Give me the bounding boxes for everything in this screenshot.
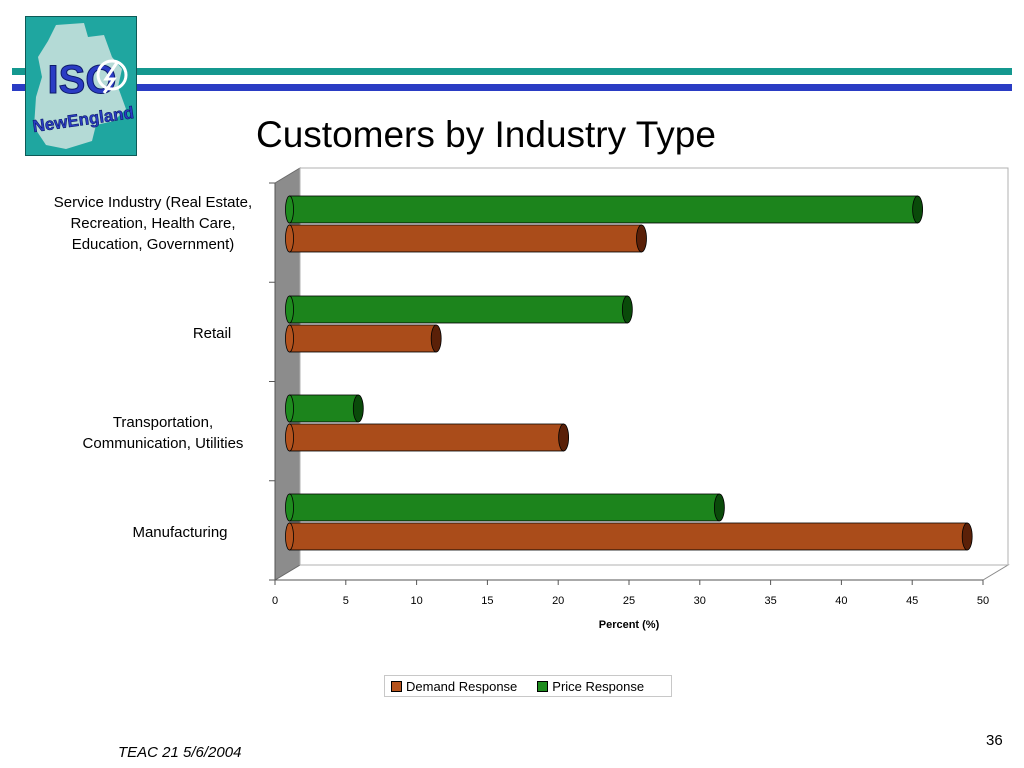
bar-body bbox=[289, 224, 642, 253]
bar-end-cap bbox=[621, 295, 633, 324]
bar-demand-1 bbox=[285, 324, 442, 353]
legend-label-demand: Demand Response bbox=[406, 678, 518, 694]
legend-swatch-price bbox=[537, 680, 549, 692]
x-tick-label: 25 bbox=[623, 595, 635, 607]
legend-item-price-response: Price Response bbox=[537, 679, 644, 694]
category-label: Transportation, Communication, Utilities bbox=[82, 414, 244, 452]
x-tick-label: 0 bbox=[272, 595, 278, 607]
bar-price-1 bbox=[285, 295, 633, 324]
footer-text: TEAC 21 5/6/2004 bbox=[118, 744, 242, 761]
bar-start-cap bbox=[285, 195, 294, 224]
teal-header-rule bbox=[12, 68, 1012, 75]
x-tick-label: 15 bbox=[481, 595, 493, 607]
bar-body bbox=[289, 522, 968, 551]
bar-price-0 bbox=[285, 195, 924, 224]
x-tick-label: 35 bbox=[764, 595, 776, 607]
bar-end-cap bbox=[430, 324, 442, 353]
x-tick-label: 40 bbox=[835, 595, 847, 607]
bar-start-cap bbox=[285, 522, 294, 551]
x-tick-label: 5 bbox=[343, 595, 349, 607]
x-tick-label: 20 bbox=[552, 595, 564, 607]
bar-price-2 bbox=[285, 394, 364, 423]
bar-body bbox=[289, 423, 565, 452]
bar-start-cap bbox=[285, 493, 294, 522]
bar-body bbox=[289, 195, 919, 224]
chart-legend: Demand Response Price Response bbox=[384, 675, 672, 697]
x-tick-label: 10 bbox=[410, 595, 422, 607]
bar-demand-3 bbox=[285, 522, 973, 551]
bar-price-3 bbox=[285, 493, 725, 522]
x-axis-label: Percent (%) bbox=[599, 619, 660, 631]
bar-start-cap bbox=[285, 324, 294, 353]
x-tick-label: 50 bbox=[977, 595, 989, 607]
category-label: Retail bbox=[192, 325, 232, 342]
x-tick-label: 30 bbox=[694, 595, 706, 607]
iso-new-england-logo: ISO NewEngland bbox=[25, 16, 137, 156]
bar-body bbox=[289, 394, 359, 423]
bar-end-cap bbox=[912, 195, 924, 224]
legend-swatch-demand bbox=[391, 680, 402, 692]
bar-start-cap bbox=[285, 224, 294, 253]
bar-end-cap bbox=[352, 394, 364, 423]
x-tick-label: 45 bbox=[906, 595, 918, 607]
bar-end-cap bbox=[558, 423, 570, 452]
bar-end-cap bbox=[636, 224, 647, 253]
category-label: Manufacturing bbox=[132, 524, 228, 541]
legend-label-price: Price Response bbox=[552, 678, 645, 694]
slide-title: Customers by Industry Type bbox=[256, 114, 716, 155]
legend-item-demand-response: Demand Response bbox=[391, 679, 517, 694]
bar-demand-2 bbox=[285, 423, 570, 452]
bar-end-cap bbox=[713, 493, 725, 522]
bar-demand-0 bbox=[285, 224, 647, 253]
bar-start-cap bbox=[285, 394, 294, 423]
bar-start-cap bbox=[285, 423, 294, 452]
chart-floor bbox=[273, 564, 1010, 581]
page-number: 36 bbox=[986, 732, 1003, 749]
bar-start-cap bbox=[285, 295, 294, 324]
category-label: Service Industry (Real Estate, Recreatio… bbox=[53, 194, 253, 253]
blue-header-rule bbox=[12, 84, 1012, 91]
bar-end-cap bbox=[961, 522, 973, 551]
